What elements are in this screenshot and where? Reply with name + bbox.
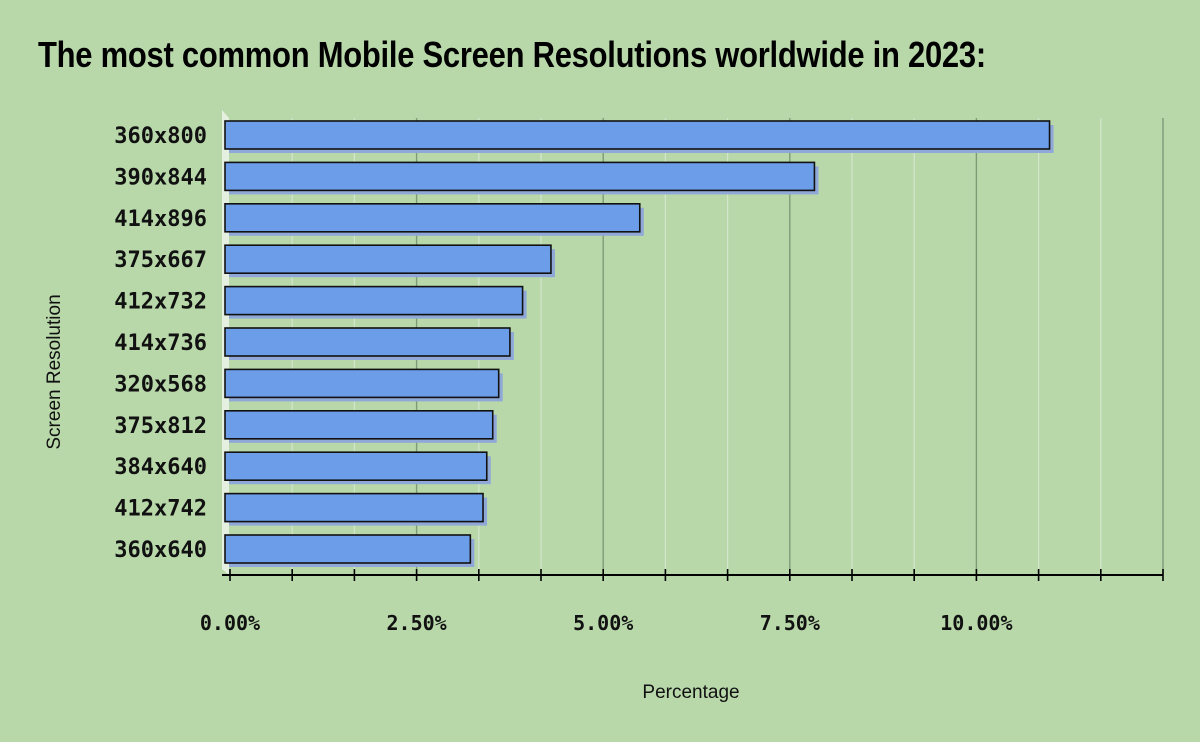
- bar: [224, 203, 641, 233]
- y-tick-label: 390x844: [114, 165, 207, 190]
- x-tick-label: 2.50%: [386, 611, 446, 635]
- bar: [224, 244, 552, 274]
- bar: [224, 409, 494, 440]
- bar: [224, 451, 488, 482]
- y-tick-label: 360x640: [114, 538, 207, 563]
- y-tick-label: 412x732: [114, 290, 207, 315]
- y-tick-label: 384x640: [114, 455, 207, 480]
- y-axis-title: Screen Resolution: [44, 294, 65, 449]
- y-tick-label: 320x568: [114, 372, 207, 397]
- chart-title: The most common Mobile Screen Resolution…: [38, 34, 986, 75]
- x-tick-label: 10.00%: [940, 611, 1012, 635]
- bar: [224, 327, 511, 357]
- x-tick-label: 7.50%: [760, 611, 820, 635]
- x-axis-title: Percentage: [642, 682, 739, 703]
- y-tick-label: 375x667: [114, 248, 207, 273]
- bar: [224, 285, 524, 316]
- y-tick-label: 360x800: [114, 124, 207, 149]
- bar: [224, 120, 1051, 150]
- bar: [224, 161, 816, 192]
- bar: [224, 534, 472, 564]
- bar: [224, 492, 484, 523]
- y-tick-label: 375x812: [114, 414, 207, 439]
- bar: [224, 368, 500, 399]
- x-tick-label: 5.00%: [573, 611, 633, 635]
- y-tick-label: 414x896: [114, 207, 207, 232]
- y-tick-label: 412x742: [114, 497, 207, 522]
- x-tick-label: 0.00%: [200, 611, 260, 635]
- y-tick-label: 414x736: [114, 331, 207, 356]
